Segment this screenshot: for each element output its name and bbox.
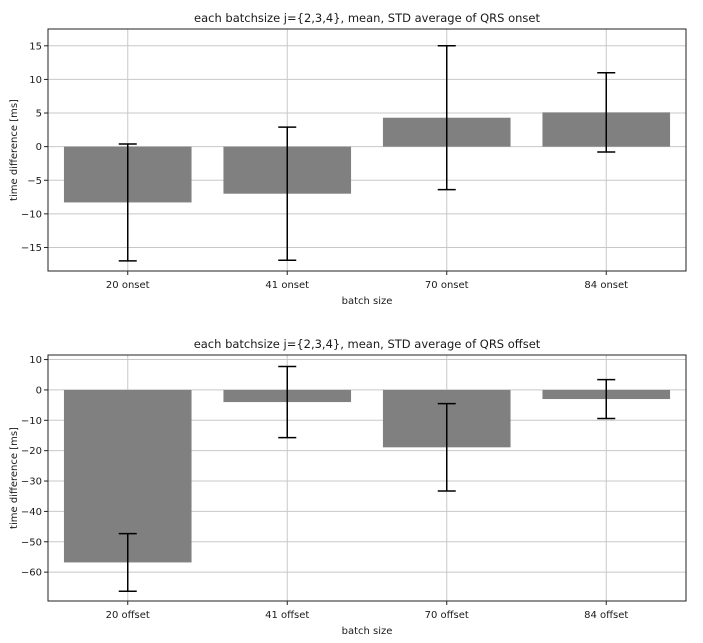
chart-title: each batchsize j={2,3,4}, mean, STD aver…: [194, 11, 540, 25]
y-tick-label: −10: [21, 209, 42, 220]
x-tick-label: 41 offset: [265, 610, 309, 621]
plot-frame: [47, 28, 687, 272]
x-tick-label: 41 onset: [265, 280, 309, 291]
y-tick-label: −30: [21, 477, 42, 488]
y-tick-label: 0: [36, 142, 42, 153]
y-tick-label: −20: [21, 446, 42, 457]
y-tick-label: −15: [21, 243, 42, 254]
x-tick-label: 84 onset: [584, 280, 628, 291]
x-axis-label: batch size: [342, 626, 393, 637]
chart-title: each batchsize j={2,3,4}, mean, STD aver…: [194, 337, 541, 351]
x-tick-label: 70 offset: [425, 610, 469, 621]
x-tick-label: 20 onset: [106, 280, 150, 291]
y-tick-label: −40: [21, 507, 42, 518]
y-tick-label: 5: [36, 109, 42, 120]
y-tick-label: 10: [29, 75, 42, 86]
y-axis-label: time difference [ms]: [9, 427, 20, 529]
x-tick-label: 20 offset: [106, 610, 150, 621]
x-axis-label: batch size: [342, 296, 393, 307]
y-axis-label: time difference [ms]: [9, 99, 20, 201]
y-tick-label: −5: [27, 176, 42, 187]
x-tick-label: 84 offset: [584, 610, 628, 621]
y-tick-label: −10: [21, 416, 42, 427]
y-tick-label: 0: [36, 385, 42, 396]
onset-chart-panel: −15 −10 −5 0 5 10 15 20 onset 41 onset 70 onset 84…: [9, 11, 687, 307]
y-tick-label: 10: [29, 355, 42, 366]
y-tick-label: 15: [29, 41, 42, 52]
y-tick-label: −50: [21, 537, 42, 548]
y-tick-label: −60: [21, 568, 42, 579]
plot-frame: [47, 354, 687, 602]
offset-chart-panel: −60 −50 −40 −30 −20 −10 0 10 20 offset 41 offset 7…: [9, 337, 687, 637]
x-tick-label: 70 onset: [425, 280, 469, 291]
